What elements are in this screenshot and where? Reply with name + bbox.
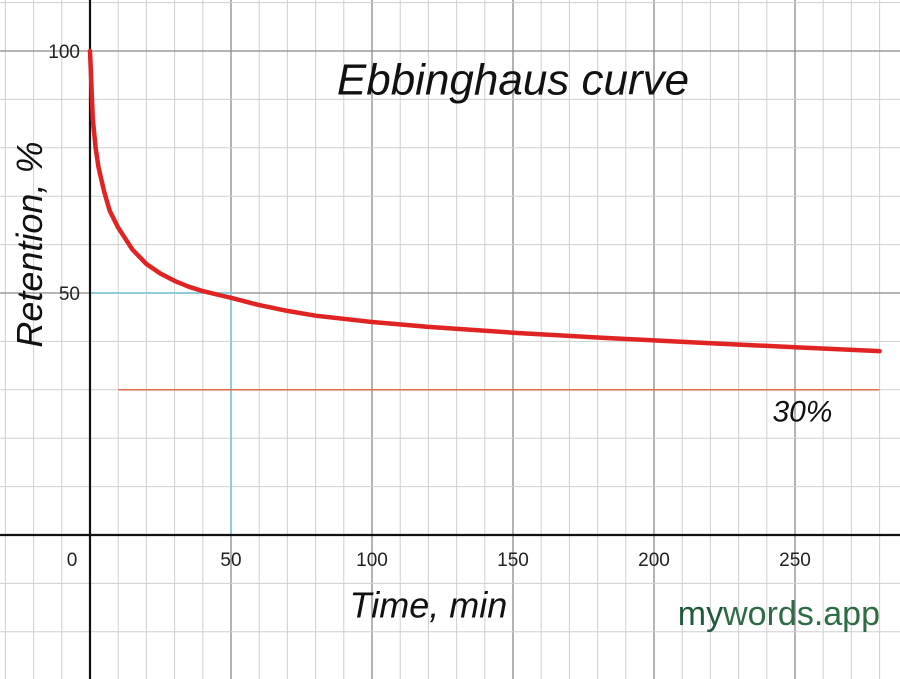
tick-labels: 0 50 100 150 200 250 50 100 bbox=[48, 42, 811, 571]
chart-title: Ebbinghaus curve bbox=[337, 56, 689, 105]
x-tick-label: 50 bbox=[220, 550, 241, 571]
x-tick-label: 150 bbox=[497, 550, 529, 571]
y-tick-label: 100 bbox=[48, 42, 80, 63]
watermark: mywords.app bbox=[678, 595, 880, 633]
watermark-part-words: words.app bbox=[722, 595, 880, 633]
chart-text: Ebbinghaus curve Time, min Retention, % … bbox=[9, 56, 880, 633]
y-tick-label: 50 bbox=[59, 284, 80, 305]
x-tick-label: 0 bbox=[67, 550, 78, 571]
watermark-part-my: my bbox=[678, 595, 723, 633]
reference-line-label: 30% bbox=[772, 395, 832, 428]
reference-lines: 30% bbox=[118, 389, 880, 428]
x-tick-label: 200 bbox=[638, 550, 670, 571]
x-tick-label: 100 bbox=[356, 550, 388, 571]
guide-lines bbox=[90, 292, 232, 535]
series bbox=[87, 48, 882, 354]
x-tick-label: 250 bbox=[779, 550, 811, 571]
y-axis-label: Retention, % bbox=[9, 142, 50, 348]
x-axis-label: Time, min bbox=[350, 584, 508, 625]
retention-curve bbox=[87, 48, 882, 354]
